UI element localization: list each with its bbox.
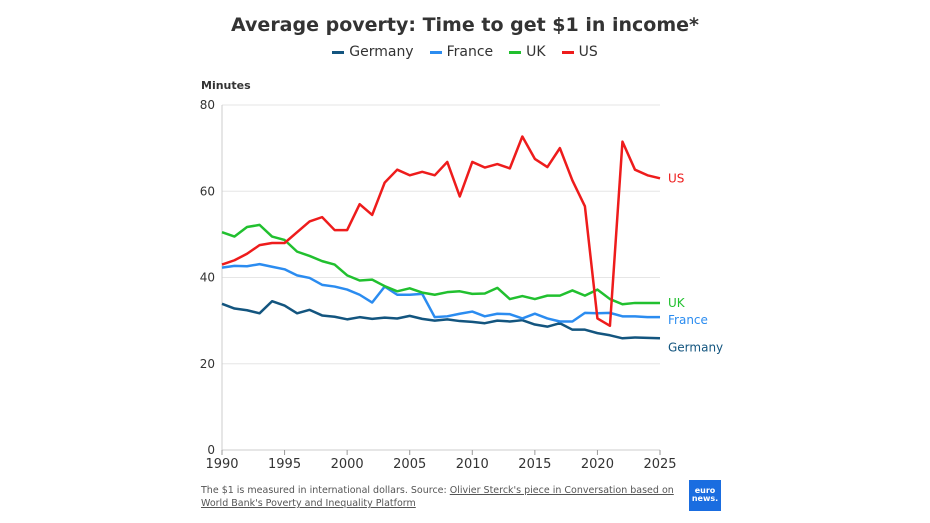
legend-swatch: [429, 50, 442, 54]
legend-item[interactable]: Germany: [332, 44, 414, 60]
legend: Germany France UK US: [0, 44, 930, 60]
footnote-text: The $1 is measured in international doll…: [201, 485, 450, 496]
x-tick-label: 2000: [331, 457, 364, 470]
footnote: The $1 is measured in international doll…: [201, 484, 681, 510]
legend-swatch: [509, 50, 522, 54]
x-tick-label: 1990: [205, 457, 238, 470]
series-line-uk: [221, 223, 660, 306]
series-end-label: Germany: [668, 340, 723, 354]
line-chart: 0 20 40 60 80 1990 1995 2000 2005 2010 2015 2020 202…: [200, 98, 723, 470]
series-end-label: US: [668, 171, 684, 185]
x-tick-label: 2020: [581, 457, 614, 470]
x-tick-label: 2010: [456, 457, 489, 470]
y-tick-label: 20: [200, 357, 215, 371]
y-tick-label: 0: [207, 443, 215, 457]
series-line-germany: [221, 299, 661, 340]
legend-swatch: [561, 50, 574, 54]
y-tick-label: 60: [200, 184, 215, 198]
series-end-label: France: [668, 313, 708, 327]
y-tick-label: 40: [200, 271, 215, 285]
series-end-label: UK: [668, 296, 686, 310]
x-tick-label: 1995: [268, 457, 301, 470]
y-axis-label: Minutes: [201, 79, 251, 92]
legend-item[interactable]: France: [429, 44, 494, 60]
logo-line1: euro: [694, 486, 716, 495]
legend-label: France: [446, 44, 494, 60]
logo-line2: news.: [691, 494, 719, 503]
chart-title: Average poverty: Time to get $1 in incom…: [231, 14, 699, 36]
legend-item[interactable]: UK: [509, 44, 546, 60]
legend-item[interactable]: US: [561, 44, 598, 60]
legend-label: UK: [526, 44, 546, 60]
legend-label: Germany: [349, 44, 414, 60]
series-line-france: [221, 262, 660, 323]
euronews-logo: euro news.: [689, 480, 721, 511]
x-tick-label: 2005: [393, 457, 426, 470]
series-line-us: [221, 135, 661, 328]
y-tick-label: 80: [200, 98, 215, 112]
legend-swatch: [332, 50, 345, 54]
x-tick-label: 2015: [518, 457, 551, 470]
source-link[interactable]: Olivier Sterck's piece in Conversation b…: [201, 485, 674, 509]
legend-label: US: [578, 44, 598, 60]
x-tick-label: 2025: [643, 457, 676, 470]
